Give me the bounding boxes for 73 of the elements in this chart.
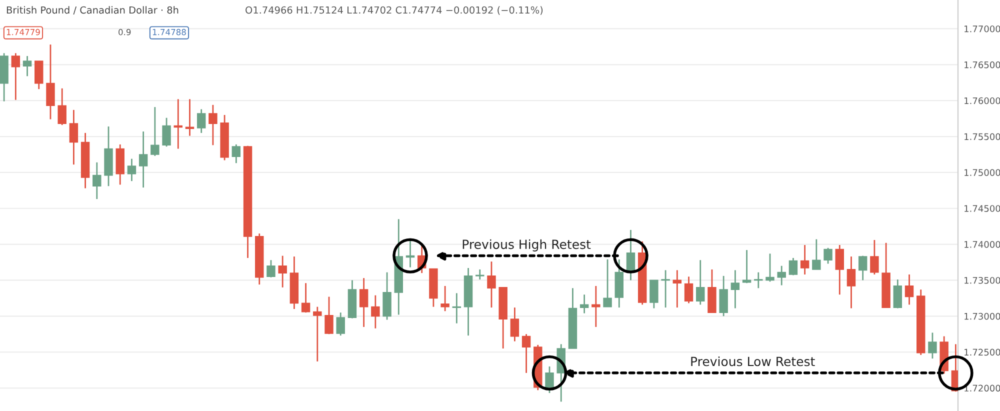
candlestick <box>452 292 462 324</box>
candlestick <box>127 158 136 182</box>
annotation: 1.74788 <box>152 28 186 36</box>
candlestick <box>928 332 937 360</box>
candlestick <box>846 256 856 309</box>
y-tick-label: 1.75000 <box>964 169 1000 176</box>
y-tick-label: 1.74000 <box>964 241 1000 248</box>
candlestick <box>150 106 160 157</box>
candlestick <box>301 282 310 314</box>
candlestick <box>324 296 334 335</box>
annotation: Previous High Retest <box>462 239 591 252</box>
candlestick <box>766 252 774 282</box>
y-tick-label: 1.74500 <box>964 205 1000 212</box>
candlestick <box>278 255 287 288</box>
candlestick <box>800 244 810 276</box>
annotation: 1.74779 <box>6 28 40 36</box>
candlestick <box>835 244 844 296</box>
candlestick <box>777 265 786 286</box>
candlestick <box>788 257 798 276</box>
y-tick-label: 1.77000 <box>964 25 1000 32</box>
candlestick <box>196 108 206 134</box>
candlestick <box>34 60 44 90</box>
y-tick-label: 1.72000 <box>964 384 1000 392</box>
candlestick <box>661 269 670 308</box>
candlestick <box>510 306 520 342</box>
candlestick <box>742 249 752 284</box>
candlestick <box>22 55 32 77</box>
candlestick <box>904 274 914 306</box>
candlestick <box>684 276 694 304</box>
candlestick <box>719 275 728 317</box>
candlestick <box>92 162 102 200</box>
candlestick <box>11 52 20 101</box>
candlestick <box>754 272 763 289</box>
candlestick <box>824 247 832 264</box>
y-tick-label: 1.76500 <box>964 61 1000 68</box>
candlestick <box>232 144 241 164</box>
y-tick-label: 1.73500 <box>964 276 1000 284</box>
candlestick <box>580 294 589 314</box>
candlestick <box>603 258 612 308</box>
candlestick <box>812 238 821 270</box>
candlestick <box>266 259 276 278</box>
candlestick <box>730 269 740 309</box>
annotation: O1.74966 H1.75124 L1.74702 C1.74774 −0.00192 (−0.11%) <box>246 6 543 15</box>
candlestick <box>592 285 600 328</box>
annotation: 0.9 <box>118 28 131 36</box>
candlestick <box>138 130 148 188</box>
candlestick <box>69 109 78 166</box>
candlestick <box>487 260 496 308</box>
candlestick <box>208 104 218 146</box>
annotation: Previous Low Retest <box>691 356 815 366</box>
candlestick <box>313 306 322 362</box>
candlestick <box>46 44 55 120</box>
candlestick <box>858 255 868 281</box>
candlestick <box>162 117 171 148</box>
candlestick <box>893 278 902 309</box>
y-tick-label: 1.76000 <box>964 97 1000 104</box>
candlestick <box>650 280 658 309</box>
candlestick <box>522 333 531 374</box>
candlestick <box>545 366 554 394</box>
candlestick <box>371 294 380 330</box>
candlestick <box>359 277 368 328</box>
text: British Pound / Canadian Dollar · 8h <box>6 6 178 14</box>
candlestick <box>870 239 879 276</box>
candlestick <box>58 88 66 126</box>
y-tick-label: 1.75500 <box>964 133 1000 140</box>
candlestick <box>672 269 682 308</box>
candlestick <box>696 259 705 306</box>
candlestick <box>476 268 484 280</box>
y-tick-label: 1.73000 <box>964 312 1000 320</box>
candlestick <box>382 272 392 320</box>
candlestick <box>440 285 450 312</box>
candlestick <box>336 312 345 336</box>
y-tick-label: 1.72500 <box>964 348 1000 356</box>
